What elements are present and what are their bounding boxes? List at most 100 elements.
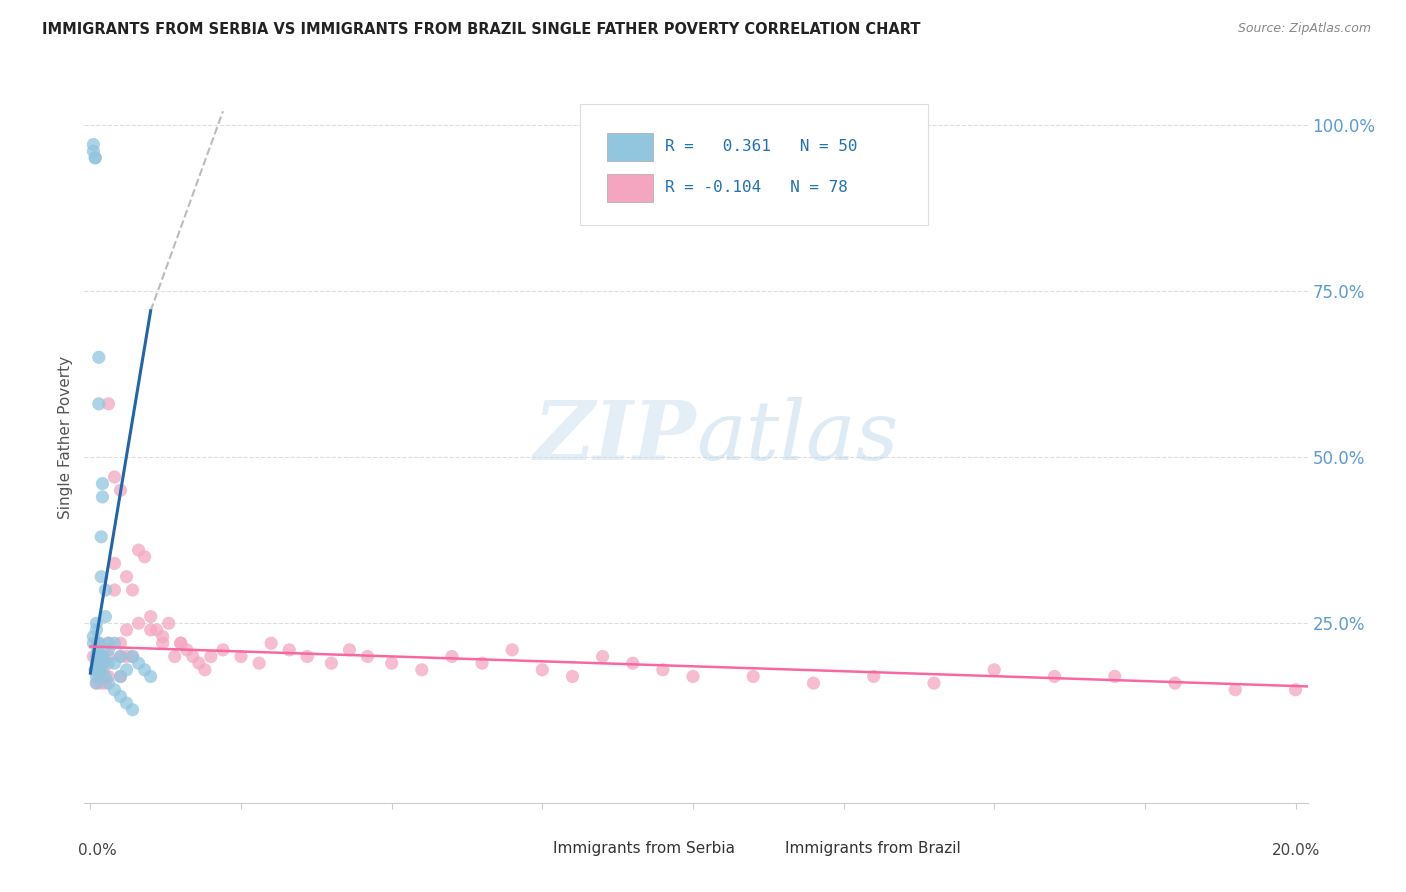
Point [86,676,108,690]
Point [87,351,110,365]
Point [89,649,111,664]
Point [152,636,174,650]
Point [134,549,156,564]
Text: ZIP: ZIP [533,397,696,477]
Point [91,656,114,670]
Point [862,669,884,683]
FancyBboxPatch shape [751,838,778,860]
Point [86,656,108,670]
Point [89,663,111,677]
Point [115,649,138,664]
Point [97,636,120,650]
Point [84,663,107,677]
Point [86,636,108,650]
Point [157,616,180,631]
Point [229,649,252,664]
Point [115,570,138,584]
Point [121,582,143,597]
Point [139,669,162,683]
Point [1164,676,1187,690]
Point [84,663,107,677]
Point [82,649,104,664]
Point [1043,669,1066,683]
Text: atlas: atlas [696,397,898,477]
Point [87,649,110,664]
Point [86,636,108,650]
Point [121,649,143,664]
Point [84,151,107,165]
Point [89,636,111,650]
Point [86,623,108,637]
Text: Immigrants from Brazil: Immigrants from Brazil [786,841,962,856]
Point [152,630,174,644]
Point [110,669,132,683]
Point [411,663,433,677]
Point [170,636,193,650]
Point [592,649,614,664]
Point [803,676,825,690]
Point [115,663,138,677]
Point [501,643,523,657]
Point [91,669,114,683]
Point [170,636,193,650]
Point [82,137,104,152]
Point [94,582,117,597]
Point [194,663,217,677]
Text: IMMIGRANTS FROM SERBIA VS IMMIGRANTS FROM BRAZIL SINGLE FATHER POVERTY CORRELATI: IMMIGRANTS FROM SERBIA VS IMMIGRANTS FRO… [42,22,921,37]
Text: 20.0%: 20.0% [1271,843,1320,858]
Point [91,649,114,664]
Point [134,663,156,677]
Point [90,570,112,584]
Point [91,490,114,504]
Point [86,663,108,677]
Point [87,397,110,411]
Point [82,630,104,644]
Point [90,530,112,544]
Point [91,663,114,677]
Point [247,656,270,670]
Point [321,656,343,670]
Text: R =   0.361   N = 50: R = 0.361 N = 50 [665,139,858,154]
Point [139,609,162,624]
Text: Source: ZipAtlas.com: Source: ZipAtlas.com [1237,22,1371,36]
Point [682,669,704,683]
FancyBboxPatch shape [579,104,928,225]
Point [86,656,108,670]
Point [82,636,104,650]
Point [260,636,283,650]
Point [91,649,114,664]
Point [212,643,235,657]
Point [91,476,114,491]
Point [86,649,108,664]
Point [128,656,150,670]
Point [200,649,222,664]
Point [94,669,117,683]
Point [1104,669,1126,683]
Point [82,144,104,158]
Point [97,643,120,657]
Point [128,616,150,631]
Point [1284,682,1306,697]
Point [110,636,132,650]
Text: 0.0%: 0.0% [79,843,117,858]
Point [983,663,1005,677]
Point [110,690,132,704]
FancyBboxPatch shape [606,133,654,161]
Point [86,656,108,670]
Point [145,623,167,637]
Point [97,636,120,650]
Point [103,656,125,670]
Point [121,703,143,717]
Point [103,470,125,484]
Point [297,649,319,664]
Point [110,649,132,664]
Point [128,543,150,558]
Point [139,623,162,637]
Point [471,656,494,670]
Point [115,623,138,637]
Point [89,663,111,677]
Point [742,669,765,683]
Point [187,656,209,670]
Point [110,669,132,683]
Point [181,649,204,664]
